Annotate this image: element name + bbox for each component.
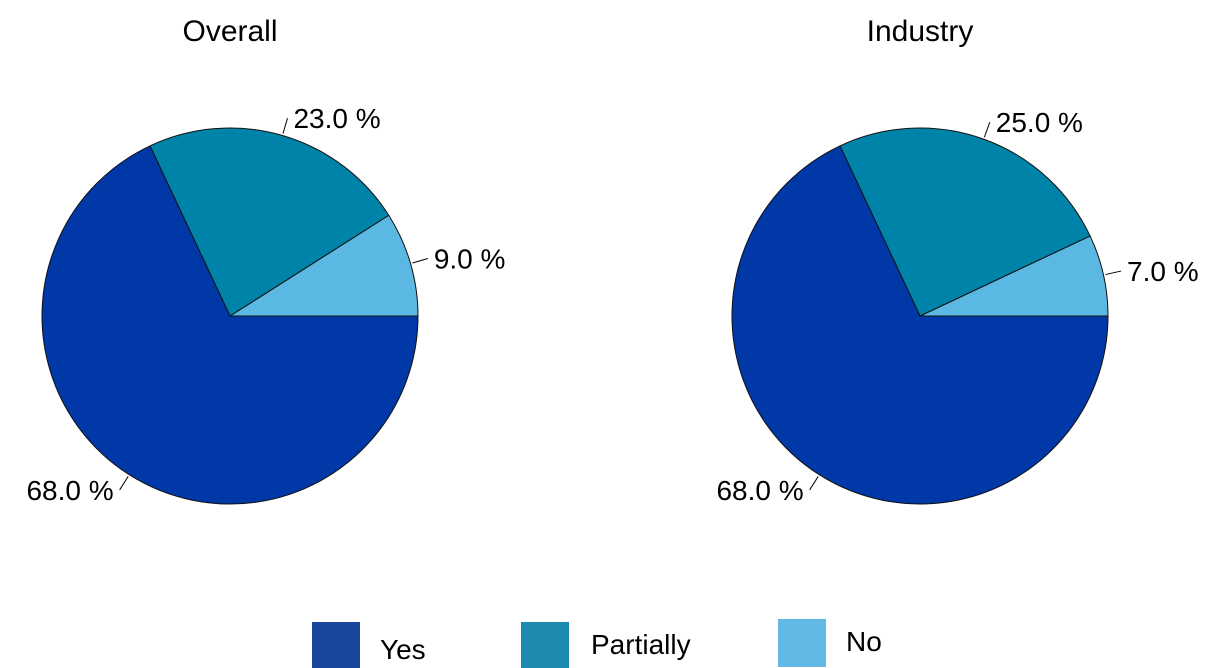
legend-swatch-no	[778, 619, 826, 667]
leader-line-partially	[983, 122, 991, 138]
slice-label-no: 7.0 %	[1127, 256, 1199, 287]
slice-label-partially: 25.0 %	[996, 107, 1083, 138]
leader-line-no	[412, 258, 428, 264]
leader-line-yes	[119, 476, 129, 491]
pie-slice-no	[228, 214, 419, 317]
pie-chart-overall: Overall 9.0 % 23.0 % 68.0 %	[26, 15, 505, 506]
leader-line-yes	[809, 476, 819, 491]
legend-label-no: No	[846, 626, 882, 657]
pie-chart-industry: Industry 7.0 % 25.0 % 68.0 %	[716, 15, 1198, 506]
legend-swatch-yes	[312, 622, 360, 668]
leader-line-no	[1105, 270, 1122, 276]
slice-label-yes: 68.0 %	[716, 475, 803, 506]
slice-label-no: 9.0 %	[434, 244, 506, 275]
slice-label-yes: 68.0 %	[26, 475, 113, 506]
legend: Yes Partially No	[312, 619, 882, 668]
pie-slice-yes	[41, 145, 419, 505]
chart-title-industry: Industry	[867, 15, 974, 48]
pie-slice-yes	[731, 145, 1109, 505]
pie-slice-partially	[839, 127, 1091, 317]
legend-label-yes: Yes	[380, 634, 426, 665]
chart-title-overall: Overall	[182, 15, 277, 48]
legend-swatch-partially	[521, 622, 569, 668]
slice-label-partially: 23.0 %	[293, 103, 380, 134]
leader-line-partially	[282, 118, 288, 134]
legend-label-partially: Partially	[591, 629, 691, 660]
pie-slice-partially	[149, 127, 390, 317]
